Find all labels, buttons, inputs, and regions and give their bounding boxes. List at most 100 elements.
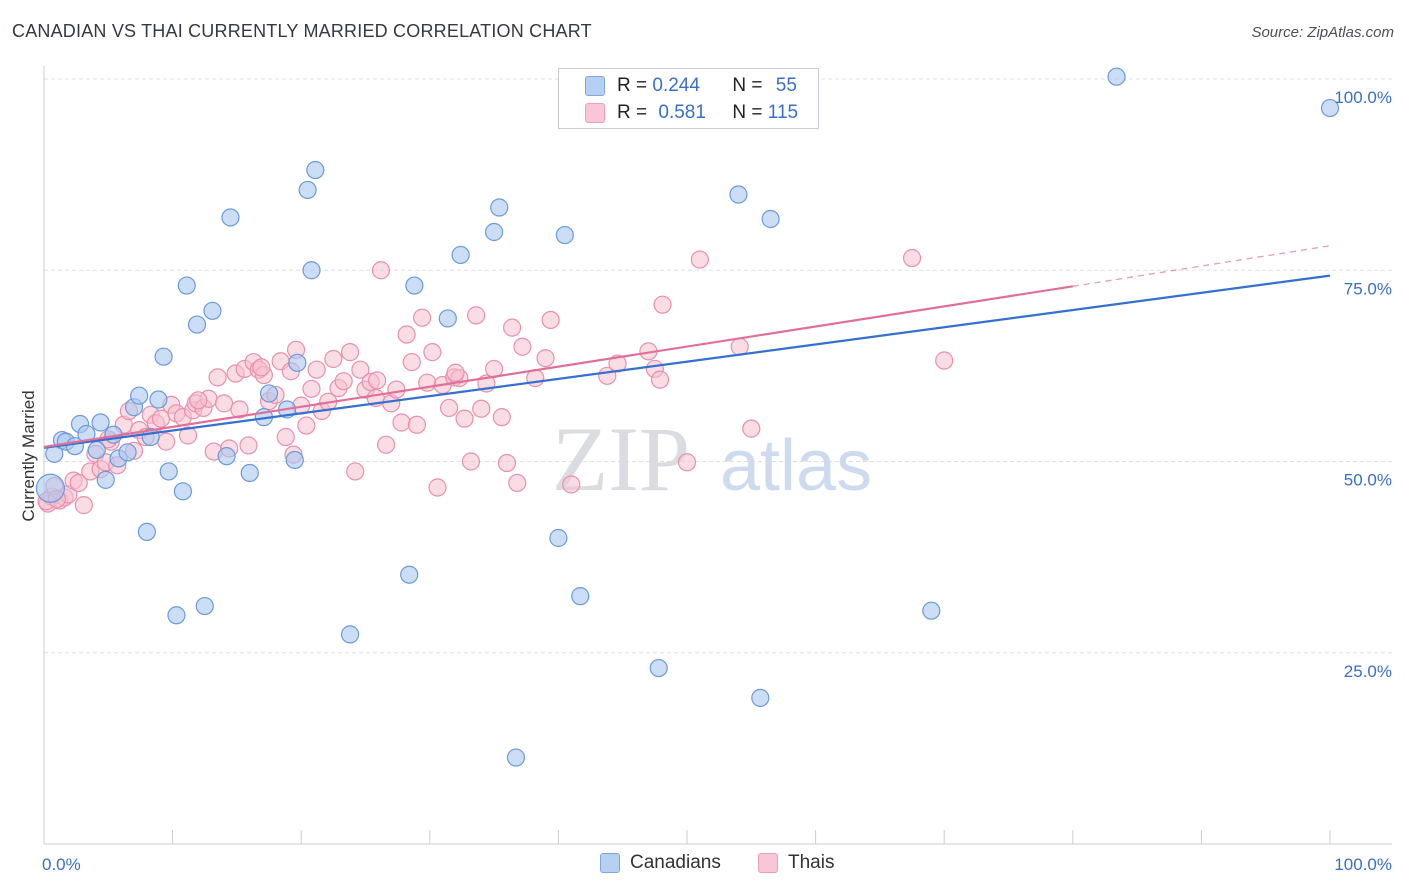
canadians-point <box>649 658 668 678</box>
y-axis-label: Currently Married <box>19 390 38 521</box>
thais-point <box>334 372 353 391</box>
thais-point <box>935 351 954 370</box>
canadians-point <box>490 198 509 217</box>
y-tick-label: 50.0% <box>1344 471 1392 490</box>
thais-point <box>346 462 365 481</box>
trend-lines <box>43 245 1331 449</box>
thais-point <box>423 343 442 362</box>
legend: R = 0.244 N = 55 R = 0.581 N = 115 <box>558 68 819 129</box>
canadians-point <box>217 447 236 466</box>
thais-point <box>653 295 672 314</box>
thais-point <box>239 436 258 455</box>
canadians-point <box>35 473 66 503</box>
canadians-point <box>288 353 307 372</box>
thais-point <box>407 415 427 434</box>
canadians-point <box>87 440 106 460</box>
canadians-point <box>506 748 526 767</box>
bottom-legend-thais[interactable]: Thais <box>758 852 834 874</box>
thais-point <box>677 453 697 472</box>
thais-point <box>69 473 88 493</box>
legend-n-label: N = <box>732 75 763 96</box>
thais-point <box>230 400 249 419</box>
y-tick-label: 25.0% <box>1344 662 1392 681</box>
thais-point <box>513 337 532 356</box>
y-tick-label: 75.0% <box>1344 279 1392 298</box>
canadians-point <box>751 688 770 707</box>
tick-labels: 25.0% 50.0% 75.0% 100.0% 0.0% 100.0% <box>42 88 1392 874</box>
watermark: ZIP atlas <box>552 408 872 510</box>
canadians-point <box>177 276 196 295</box>
canadians-point <box>400 565 419 584</box>
thais-point <box>252 358 271 377</box>
thais-point <box>214 394 234 413</box>
thais-point <box>307 360 326 379</box>
thais-point <box>351 360 370 379</box>
thais-point <box>608 354 627 373</box>
thais-point <box>439 398 459 418</box>
legend-swatch-thais <box>585 103 605 123</box>
legend-r-label: R = <box>617 75 648 96</box>
canadians-point <box>1107 67 1126 86</box>
canadians-point <box>187 315 207 334</box>
canadians-trend-line <box>43 274 1331 449</box>
thais-point <box>497 453 517 473</box>
canadians-point <box>130 386 149 405</box>
thais-point <box>376 435 396 454</box>
thais-point <box>178 426 198 445</box>
canadians-point <box>154 347 173 366</box>
bottom-legend-swatch-thais <box>758 853 778 873</box>
thais-point <box>276 427 295 447</box>
thais-points <box>37 248 954 515</box>
thais-point <box>208 368 227 387</box>
thais-point <box>189 391 208 410</box>
legend-n-label: N = <box>732 102 763 123</box>
thais-point <box>428 478 447 497</box>
grid-lines <box>44 78 1392 654</box>
legend-swatch-canadians <box>585 76 605 96</box>
canadians-point <box>485 222 504 242</box>
canadians-point <box>137 522 156 541</box>
thais-point <box>690 250 709 269</box>
bottom-legend-swatch-canadians <box>600 853 620 873</box>
thais-point <box>492 408 511 427</box>
thais-trend-line <box>43 285 1073 449</box>
canadians-point <box>729 185 748 204</box>
thais-point <box>402 352 421 372</box>
canadians-point <box>761 209 780 229</box>
thais-point <box>466 306 486 325</box>
thais-point <box>324 349 343 369</box>
canadians-point <box>159 462 178 481</box>
axes <box>43 66 1392 845</box>
thais-point <box>392 413 411 432</box>
canadians-point <box>96 470 115 489</box>
legend-r-label: R = <box>617 102 648 123</box>
thais-point <box>446 363 465 382</box>
canadians-point <box>451 245 470 265</box>
thais-point <box>397 325 416 344</box>
thais-point <box>650 370 670 389</box>
bottom-legend-canadians[interactable]: Canadians <box>600 852 721 874</box>
canadians-point <box>1320 98 1340 118</box>
legend-row-thais: R = 0.581 N = 115 <box>585 102 798 124</box>
watermark-atlas: atlas <box>720 426 872 506</box>
canadians-point <box>173 482 192 501</box>
thais-point <box>742 419 761 438</box>
watermark-zip: ZIP <box>552 408 690 510</box>
thais-point <box>412 308 432 327</box>
legend-n-value: 115 <box>767 102 799 123</box>
legend-n-value: 55 <box>775 75 797 96</box>
canadians-point <box>922 601 941 620</box>
thais-point <box>297 416 316 435</box>
thais-point <box>387 380 406 399</box>
x-tick-label: 100.0% <box>1334 855 1392 874</box>
chart-title: CANADIAN VS THAI CURRENTLY MARRIED CORRE… <box>12 21 592 41</box>
canadians-point <box>91 413 110 432</box>
thais-point <box>902 248 922 268</box>
canadians-point <box>302 261 321 280</box>
canadians-point <box>549 528 568 548</box>
thais-point <box>503 318 522 337</box>
thais-point <box>340 343 360 362</box>
canadians-point <box>149 390 168 409</box>
x-tick-label: 0.0% <box>42 855 81 874</box>
